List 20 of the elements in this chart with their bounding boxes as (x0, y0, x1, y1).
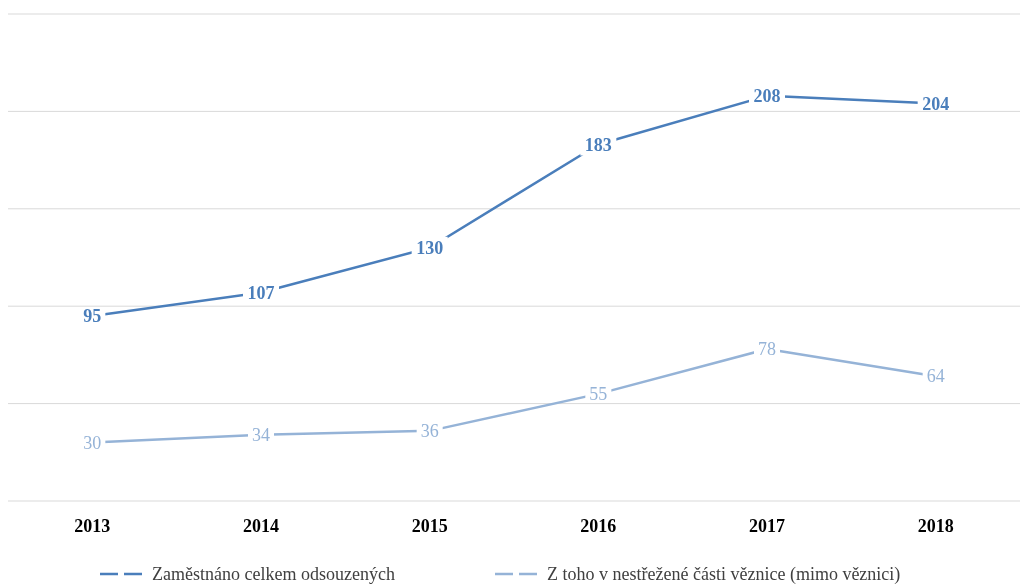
data-label: 36 (420, 420, 439, 441)
data-label: 130 (416, 237, 444, 258)
x-tick-label: 2018 (917, 516, 954, 536)
data-label: 34 (252, 424, 270, 445)
data-label: 55 (589, 383, 608, 404)
legend-label: Z toho v nestřežené části věznice (mimo věznici) (547, 564, 901, 585)
data-label: 64 (926, 366, 945, 387)
data-label: 30 (83, 432, 102, 453)
data-label: 95 (83, 305, 102, 326)
data-label: 107 (247, 282, 275, 303)
x-tick-label: 2014 (243, 516, 279, 536)
data-label: 183 (584, 134, 612, 155)
data-label: 78 (758, 339, 776, 360)
x-tick-label: 2016 (580, 516, 617, 536)
data-label: 204 (922, 93, 950, 114)
x-tick-label: 2017 (749, 516, 785, 536)
x-tick-label: 2015 (411, 516, 448, 536)
legend-label: Zaměstnáno celkem odsouzených (152, 564, 395, 584)
x-tick-label: 2013 (74, 516, 111, 536)
data-label: 208 (753, 85, 781, 106)
